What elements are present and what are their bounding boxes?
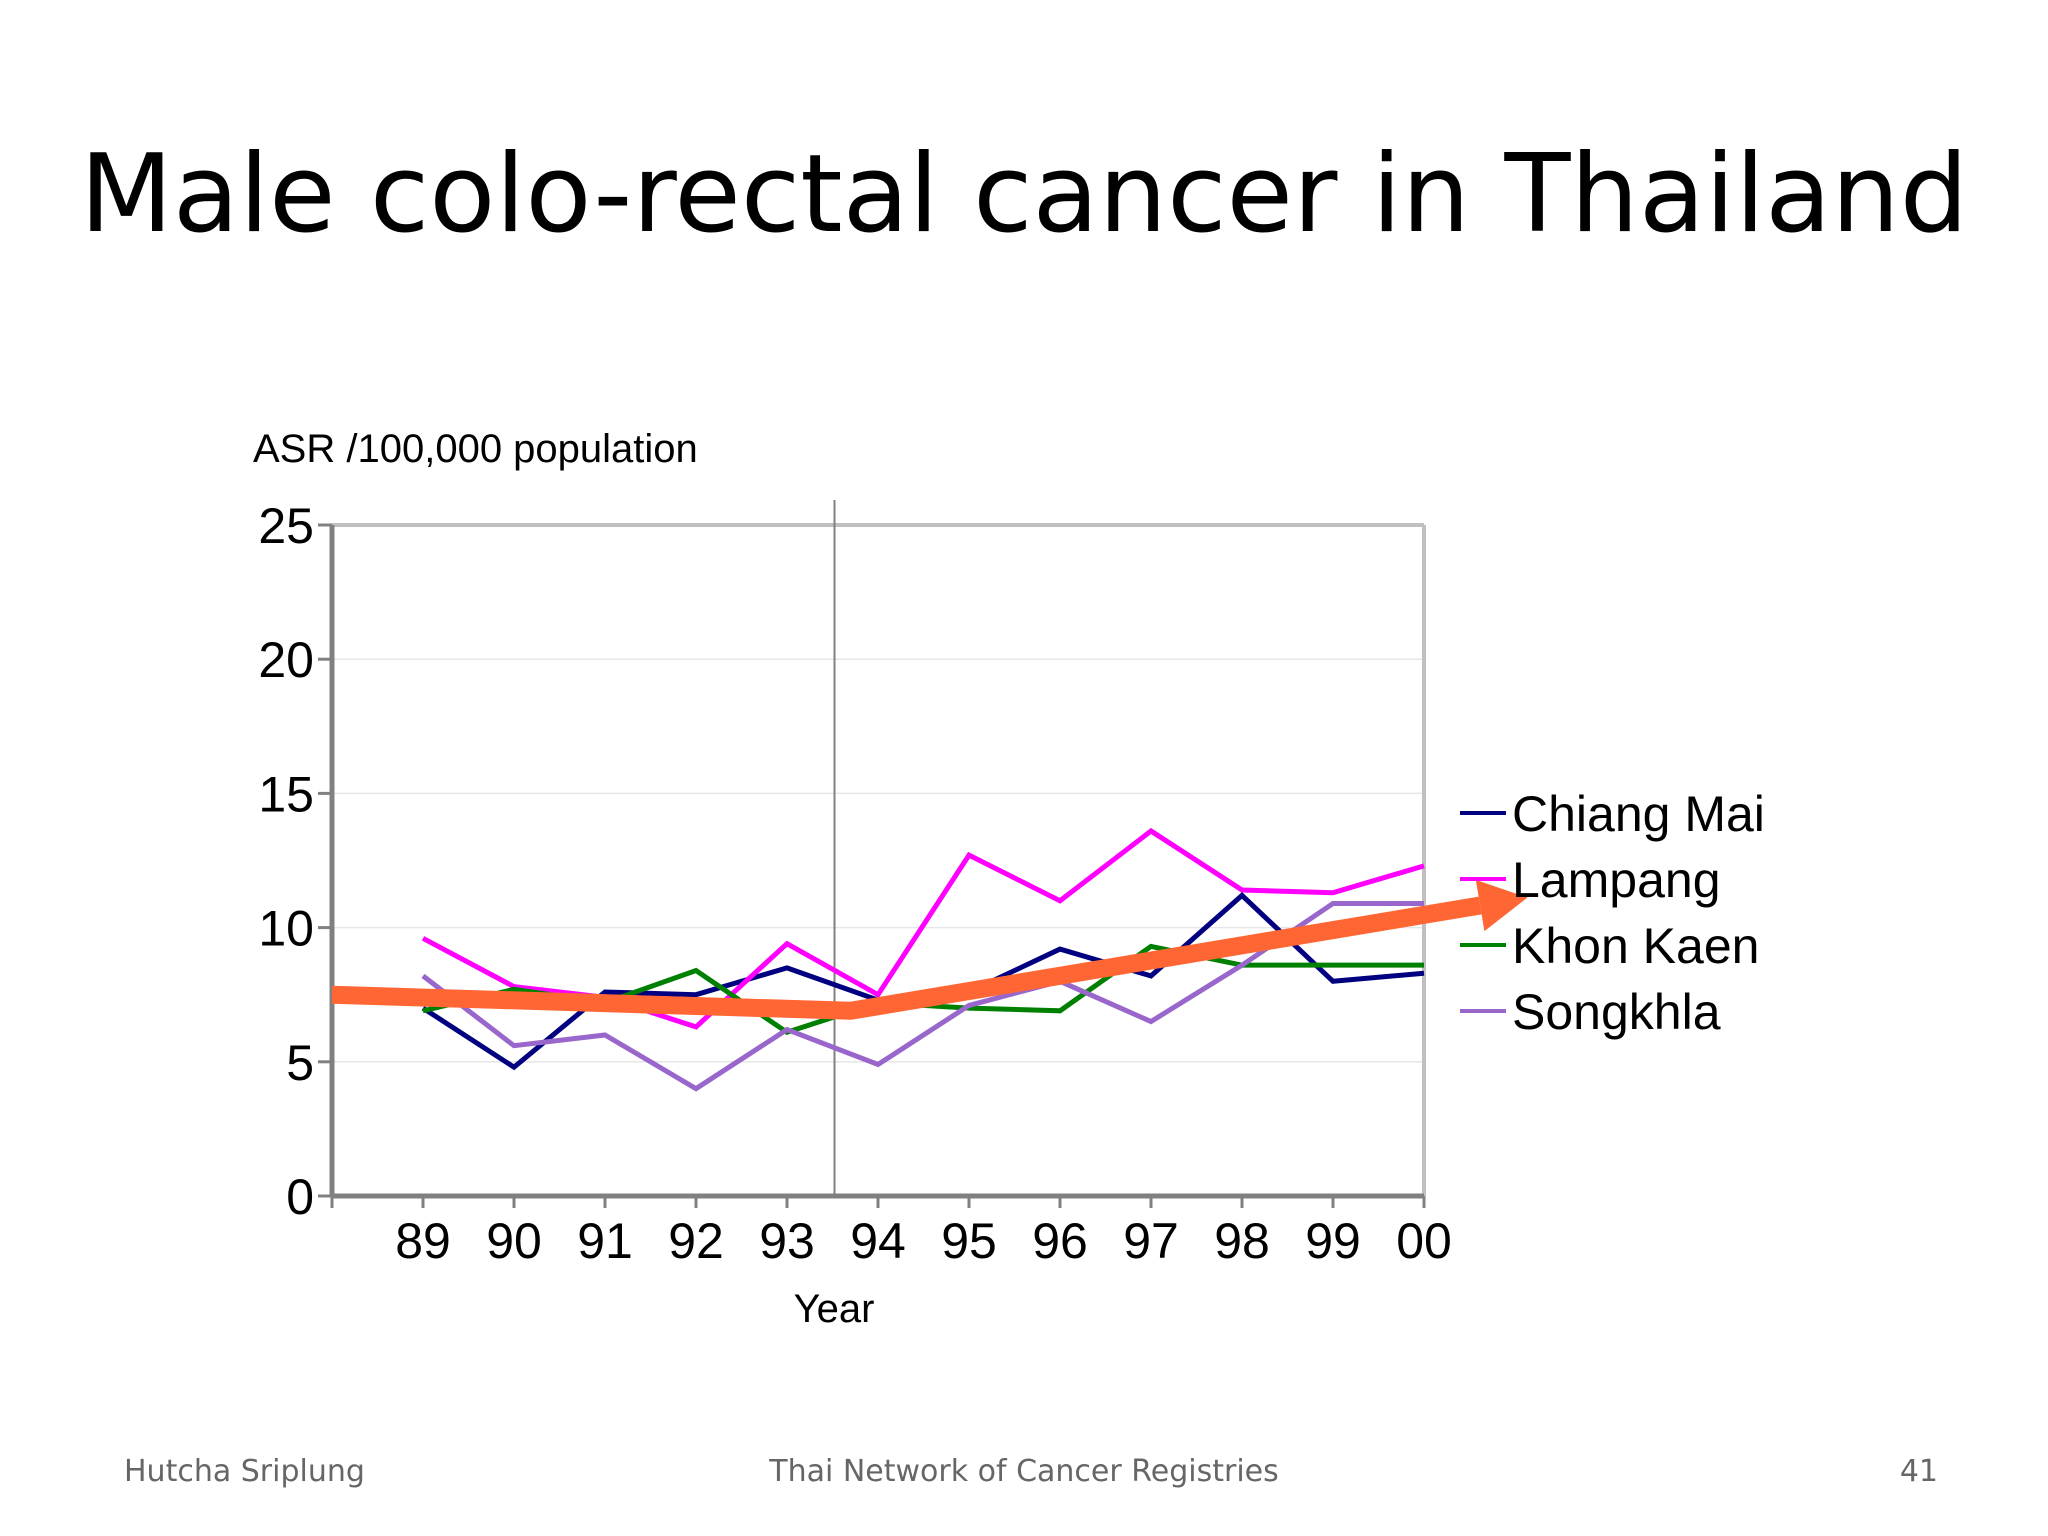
series-line-songkhla: [421, 900, 1424, 1092]
x-tick-label: 92: [668, 1213, 724, 1269]
x-tick-label: 94: [850, 1213, 906, 1269]
legend-label-khon-kaen: Khon Kaen: [1512, 918, 1759, 974]
trend-arrow-head: [1475, 879, 1528, 932]
x-tick-label: 91: [577, 1213, 633, 1269]
x-tick-label: 00: [1396, 1213, 1452, 1269]
legend-label-lampang: Lampang: [1512, 852, 1721, 908]
x-tick-label: 98: [1214, 1213, 1270, 1269]
slide-title: Male colo-rectal cancer in Thailand: [79, 132, 1969, 257]
y-tick-label: 20: [258, 632, 314, 688]
y-tick-label: 15: [258, 766, 314, 822]
x-tick-label: 95: [941, 1213, 997, 1269]
y-tick-label: 25: [258, 498, 314, 554]
x-tick-label: 99: [1305, 1213, 1361, 1269]
trend-arrow-shaft: [331, 896, 1482, 1020]
footer-author: Hutcha Sriplung: [124, 1454, 365, 1489]
x-axis-title: Year: [794, 1287, 875, 1331]
page-number: 41: [1899, 1454, 1938, 1489]
y-tick-label: 10: [258, 901, 314, 957]
x-tick-label: 96: [1032, 1213, 1088, 1269]
y-tick-label: 0: [286, 1169, 314, 1225]
footer-organization: Thai Network of Cancer Registries: [769, 1454, 1279, 1489]
legend-label-songkhla: Songkhla: [1512, 984, 1721, 1040]
x-tick-label: 89: [395, 1213, 451, 1269]
legend-label-chiang-mai: Chiang Mai: [1512, 786, 1765, 842]
y-axis-title: ASR /100,000 population: [253, 427, 698, 471]
x-tick-label: 90: [486, 1213, 542, 1269]
y-tick-label: 5: [286, 1035, 314, 1091]
x-tick-label: 97: [1123, 1213, 1179, 1269]
x-tick-label: 93: [759, 1213, 815, 1269]
